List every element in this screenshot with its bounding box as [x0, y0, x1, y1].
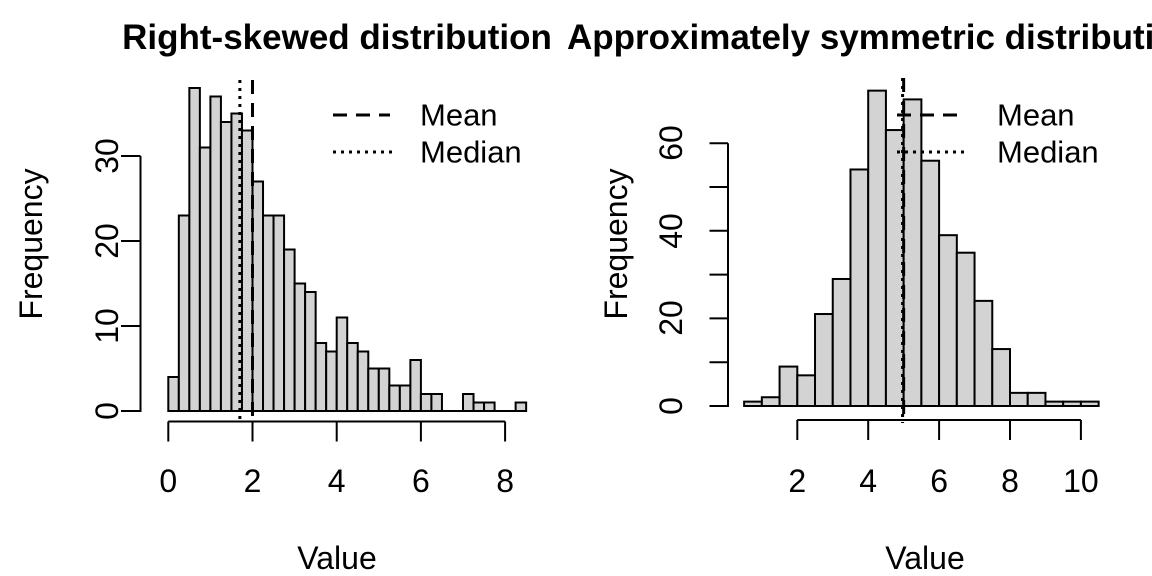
histogram-bar — [262, 214, 275, 412]
x-tick-label: 10 — [1063, 463, 1099, 499]
histogram-bar — [314, 342, 328, 412]
histogram-bar — [335, 316, 349, 412]
right-y-axis-title: Frequency — [598, 168, 634, 320]
right-plot-title: Approximately symmetric distribution — [567, 18, 1152, 57]
left-plot-title: Right-skewed distribution — [122, 18, 552, 57]
y-tick-label: 40 — [653, 213, 689, 249]
histogram-bar — [991, 348, 1012, 407]
histogram-bar — [240, 129, 254, 412]
histogram-bar — [1009, 391, 1029, 407]
histogram-bar — [796, 374, 817, 407]
histogram-bar — [188, 87, 201, 412]
x-tick-label: 6 — [930, 463, 948, 499]
histogram-bar — [230, 112, 243, 412]
histogram-bar — [356, 350, 370, 412]
histogram-bar — [167, 376, 180, 412]
histogram-bar — [398, 384, 412, 412]
histogram-bar — [209, 95, 222, 412]
right-legend-mean-label: Mean — [997, 97, 1075, 133]
histogram-bar — [325, 350, 338, 412]
histogram-bar — [304, 291, 317, 412]
left-x-axis-title: Value — [297, 540, 377, 576]
histogram-bar — [760, 396, 781, 407]
histogram-bar — [483, 401, 496, 412]
histogram-bar — [251, 180, 265, 412]
x-tick-label: 4 — [327, 463, 346, 499]
histogram-bar — [814, 313, 834, 407]
left-legend-mean-label: Mean — [420, 97, 498, 133]
histogram-bar — [920, 159, 941, 407]
histogram-bar — [283, 248, 296, 412]
histogram-bar — [831, 277, 852, 408]
histogram-bar — [346, 342, 359, 412]
y-tick-label: 20 — [653, 300, 689, 337]
histogram-bar — [938, 234, 958, 407]
histogram-bar — [377, 367, 391, 412]
histogram-bar — [955, 251, 976, 407]
histogram-bar — [462, 393, 475, 412]
histogram-bar — [902, 98, 923, 408]
x-tick-label: 2 — [243, 463, 262, 499]
histogram-bar — [419, 393, 433, 412]
y-tick-label: 30 — [89, 138, 125, 174]
histogram-bar — [272, 214, 286, 412]
histogram-bar — [849, 168, 870, 407]
histogram-bar — [778, 365, 799, 407]
x-tick-label: 8 — [1001, 463, 1019, 499]
x-tick-label: 4 — [859, 463, 878, 499]
y-tick-label: 60 — [653, 125, 689, 161]
histogram-bar — [219, 121, 233, 412]
histogram-bar — [1026, 391, 1047, 407]
right-x-axis-title: Value — [885, 540, 965, 576]
histogram-bar — [867, 89, 887, 407]
x-tick-label: 8 — [496, 463, 514, 499]
left-legend-median-label: Median — [420, 134, 522, 170]
histogram-bar — [367, 367, 380, 412]
histogram-bar — [430, 393, 443, 412]
y-tick-label: 20 — [89, 223, 125, 259]
histogram-bar — [409, 359, 422, 412]
histogram-bar — [198, 146, 212, 412]
left-y-axis-title: Frequency — [13, 168, 49, 320]
y-tick-label: 10 — [89, 308, 125, 344]
histogram-bar — [177, 214, 191, 412]
right-legend-median-label: Median — [997, 134, 1099, 170]
y-tick-label: 0 — [89, 402, 125, 420]
x-tick-label: 0 — [159, 463, 178, 499]
histogram-bar — [973, 299, 994, 408]
x-tick-label: 2 — [788, 463, 807, 499]
histogram-bar — [388, 384, 401, 412]
x-tick-label: 6 — [411, 463, 430, 499]
histogram-bar — [514, 401, 528, 412]
histogram-bar — [472, 401, 486, 412]
histogram-bar — [293, 282, 307, 412]
histogram-bar — [884, 129, 905, 407]
y-tick-label: 0 — [653, 397, 689, 415]
